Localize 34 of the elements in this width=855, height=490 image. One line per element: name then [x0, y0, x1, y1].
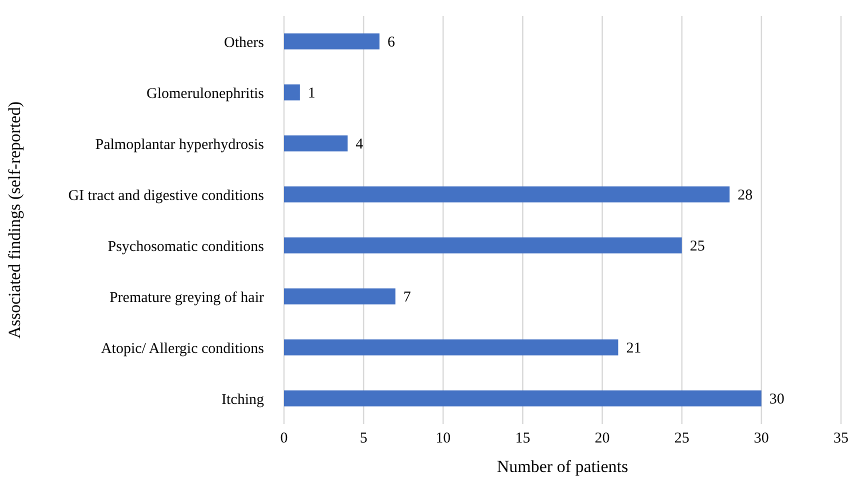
bar: [284, 33, 380, 50]
bar: [284, 288, 396, 304]
y-tick-label: Psychosomatic conditions: [108, 238, 264, 255]
data-label: 30: [769, 392, 784, 408]
x-axis-title: Number of patients: [496, 457, 628, 476]
data-label: 28: [738, 188, 753, 204]
data-label: 21: [626, 340, 642, 357]
bar: [284, 135, 348, 152]
bar: [284, 237, 682, 254]
data-label: 1: [308, 86, 316, 102]
y-tick-label: Atopic/ Allergic conditions: [100, 340, 264, 357]
data-label: 6: [387, 34, 396, 51]
y-tick-label: Itching: [222, 392, 264, 408]
x-tick-label: 5: [360, 430, 368, 447]
bar: [284, 186, 730, 202]
bar: [284, 390, 762, 406]
data-label: 4: [356, 136, 364, 153]
x-tick-label: 10: [436, 430, 451, 447]
y-tick-label: Others: [224, 34, 264, 51]
x-tick-label: 0: [280, 430, 288, 447]
bar: [284, 339, 618, 356]
x-tick-label: 30: [754, 430, 769, 447]
y-tick-label: GI tract and digestive conditions: [68, 188, 264, 204]
y-tick-label: Premature greying of hair: [109, 290, 264, 306]
bar: [284, 84, 300, 100]
data-label: 25: [690, 238, 705, 255]
x-tick-label: 15: [515, 430, 530, 447]
x-tick-label: 25: [674, 430, 690, 447]
y-axis-title: Associated findings (self-reported): [5, 102, 24, 338]
x-tick-label: 35: [834, 430, 848, 447]
y-tick-label: Palmoplantar hyperhydrosis: [95, 136, 264, 153]
data-label: 7: [403, 290, 412, 306]
x-tick-label: 20: [594, 430, 610, 447]
y-tick-label: Glomerulonephritis: [146, 86, 264, 102]
